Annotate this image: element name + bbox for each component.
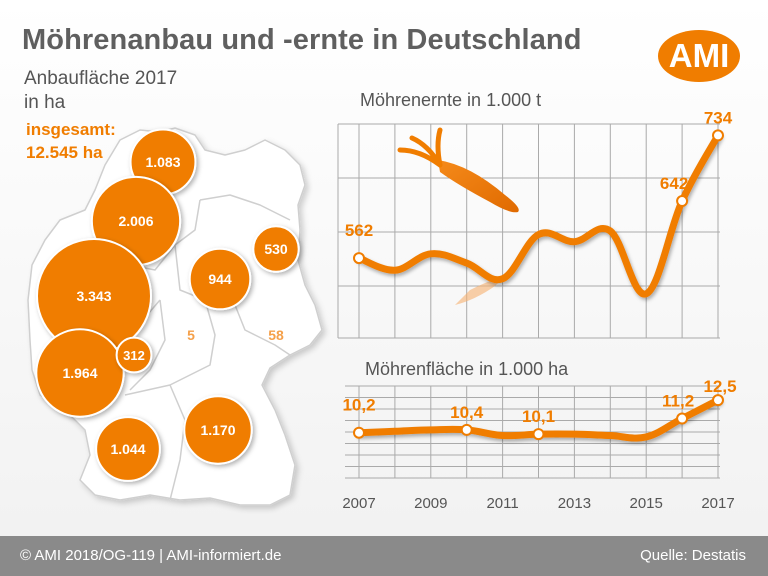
bubble-label-hessen: 312 bbox=[123, 348, 145, 363]
bubble-label-sachsen: 58 bbox=[268, 327, 284, 343]
bubble-rheinland-pfalz bbox=[35, 328, 125, 418]
harvest-data-label-2: 734 bbox=[704, 108, 733, 127]
harvest-chart-title: Möhrenernte in 1.000 t bbox=[360, 90, 541, 110]
harvest-series: 562 642 734 bbox=[345, 108, 733, 298]
bubble-sachsen-anhalt bbox=[188, 247, 252, 311]
area-point-3 bbox=[676, 412, 689, 425]
x-axis-ticks: 2007 2009 2011 2013 2015 2017 bbox=[342, 495, 734, 512]
page-title: Möhrenanbau und -ernte in Deutschland bbox=[22, 24, 582, 56]
map-label: Anbaufläche 2017 in ha bbox=[24, 67, 177, 115]
bubble-label-niedersachsen: 2.006 bbox=[118, 213, 153, 229]
carrot-icon bbox=[397, 127, 519, 305]
footer-source: Quelle: Destatis bbox=[640, 547, 746, 564]
area-point-2 bbox=[532, 428, 545, 441]
x-tick-2013: 2013 bbox=[558, 495, 591, 512]
bubble-baden-wuerttemberg bbox=[95, 416, 161, 482]
map-total: insgesamt: 12.545 ha bbox=[26, 118, 116, 164]
x-tick-2011: 2011 bbox=[486, 495, 518, 512]
area-point-4 bbox=[712, 394, 724, 407]
x-tick-2009: 2009 bbox=[414, 495, 447, 512]
bubble-brandenburg bbox=[252, 225, 300, 273]
x-tick-2015: 2015 bbox=[630, 495, 663, 512]
x-tick-2007: 2007 bbox=[342, 495, 375, 512]
bubble-bayern bbox=[183, 395, 253, 465]
map-total-line1: insgesamt: bbox=[26, 120, 116, 139]
harvest-data-label-1: 642 bbox=[660, 174, 688, 193]
harvest-point-2 bbox=[712, 129, 724, 142]
harvest-line bbox=[355, 131, 722, 298]
area-data-label-2: 10,1 bbox=[522, 407, 555, 426]
x-tick-2017: 2017 bbox=[701, 495, 734, 512]
area-data-label-4: 12,5 bbox=[703, 377, 736, 396]
area-data-label-1: 10,4 bbox=[450, 403, 484, 422]
footer: © AMI 2018/OG-119 | AMI-informiert.de Qu… bbox=[0, 536, 768, 576]
bubble-label-bayern: 1.170 bbox=[200, 422, 235, 438]
map-label-line2: in ha bbox=[24, 92, 66, 113]
area-point-1 bbox=[460, 423, 473, 436]
area-data-label-0: 10,2 bbox=[342, 396, 375, 415]
harvest-chart-grid bbox=[337, 123, 720, 339]
bubble-label-sachsen-anhalt: 944 bbox=[208, 271, 232, 287]
harvest-data-label-0: 562 bbox=[345, 221, 373, 240]
area-chart-title: Möhrenfläche in 1.000 ha bbox=[365, 359, 569, 379]
bubble-label-brandenburg: 530 bbox=[264, 241, 288, 257]
bubble-label-schleswig-holstein: 1.083 bbox=[145, 154, 180, 170]
bubble-label-rheinland-pfalz: 1.964 bbox=[62, 365, 97, 381]
bubble-label-nordrhein-westfalen: 3.343 bbox=[76, 288, 111, 304]
map-total-line2: 12.545 ha bbox=[26, 143, 103, 162]
harvest-point-0 bbox=[353, 252, 365, 265]
bubble-label-baden-wuerttemberg: 1.044 bbox=[110, 441, 145, 457]
ami-logo: AMI bbox=[658, 30, 740, 82]
area-series: 10,2 10,4 10,1 11,2 12,5 bbox=[342, 377, 737, 442]
area-point-0 bbox=[353, 426, 365, 439]
footer-copyright: © AMI 2018/OG-119 | AMI-informiert.de bbox=[20, 547, 282, 564]
area-data-label-3: 11,2 bbox=[662, 392, 694, 411]
bubble-hessen bbox=[115, 336, 153, 374]
bubble-label-thueringen: 5 bbox=[187, 327, 195, 343]
map-label-line1: Anbaufläche 2017 bbox=[24, 68, 178, 89]
harvest-point-1 bbox=[676, 195, 689, 208]
